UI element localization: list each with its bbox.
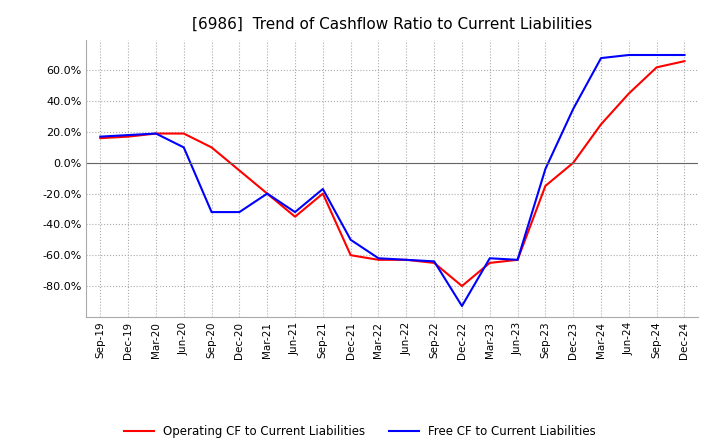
- Free CF to Current Liabilities: [597, 55, 606, 61]
- Operating CF to Current Liabilities: [430, 260, 438, 265]
- Operating CF to Current Liabilities: [207, 145, 216, 150]
- Free CF to Current Liabilities: [318, 187, 327, 192]
- Free CF to Current Liabilities: [680, 52, 689, 58]
- Operating CF to Current Liabilities: [124, 134, 132, 139]
- Free CF to Current Liabilities: [624, 52, 633, 58]
- Free CF to Current Liabilities: [207, 209, 216, 215]
- Operating CF to Current Liabilities: [569, 160, 577, 165]
- Free CF to Current Liabilities: [235, 209, 243, 215]
- Free CF to Current Liabilities: [124, 132, 132, 138]
- Operating CF to Current Liabilities: [624, 91, 633, 96]
- Title: [6986]  Trend of Cashflow Ratio to Current Liabilities: [6986] Trend of Cashflow Ratio to Curren…: [192, 16, 593, 32]
- Operating CF to Current Liabilities: [597, 121, 606, 127]
- Free CF to Current Liabilities: [152, 131, 161, 136]
- Operating CF to Current Liabilities: [541, 183, 550, 188]
- Free CF to Current Liabilities: [513, 257, 522, 262]
- Operating CF to Current Liabilities: [458, 283, 467, 289]
- Operating CF to Current Liabilities: [96, 136, 104, 141]
- Operating CF to Current Liabilities: [152, 131, 161, 136]
- Free CF to Current Liabilities: [458, 304, 467, 309]
- Operating CF to Current Liabilities: [680, 59, 689, 64]
- Operating CF to Current Liabilities: [318, 191, 327, 196]
- Operating CF to Current Liabilities: [235, 168, 243, 173]
- Operating CF to Current Liabilities: [402, 257, 410, 262]
- Operating CF to Current Liabilities: [179, 131, 188, 136]
- Free CF to Current Liabilities: [402, 257, 410, 262]
- Free CF to Current Liabilities: [541, 166, 550, 172]
- Free CF to Current Liabilities: [485, 256, 494, 261]
- Line: Free CF to Current Liabilities: Free CF to Current Liabilities: [100, 55, 685, 306]
- Legend: Operating CF to Current Liabilities, Free CF to Current Liabilities: Operating CF to Current Liabilities, Fre…: [120, 421, 600, 440]
- Free CF to Current Liabilities: [291, 209, 300, 215]
- Operating CF to Current Liabilities: [485, 260, 494, 265]
- Free CF to Current Liabilities: [263, 191, 271, 196]
- Free CF to Current Liabilities: [96, 134, 104, 139]
- Free CF to Current Liabilities: [652, 52, 661, 58]
- Operating CF to Current Liabilities: [513, 257, 522, 262]
- Free CF to Current Liabilities: [569, 106, 577, 111]
- Free CF to Current Liabilities: [430, 259, 438, 264]
- Free CF to Current Liabilities: [346, 237, 355, 242]
- Operating CF to Current Liabilities: [346, 253, 355, 258]
- Operating CF to Current Liabilities: [291, 214, 300, 219]
- Free CF to Current Liabilities: [374, 256, 383, 261]
- Line: Operating CF to Current Liabilities: Operating CF to Current Liabilities: [100, 61, 685, 286]
- Operating CF to Current Liabilities: [652, 65, 661, 70]
- Operating CF to Current Liabilities: [263, 191, 271, 196]
- Operating CF to Current Liabilities: [374, 257, 383, 262]
- Free CF to Current Liabilities: [179, 145, 188, 150]
